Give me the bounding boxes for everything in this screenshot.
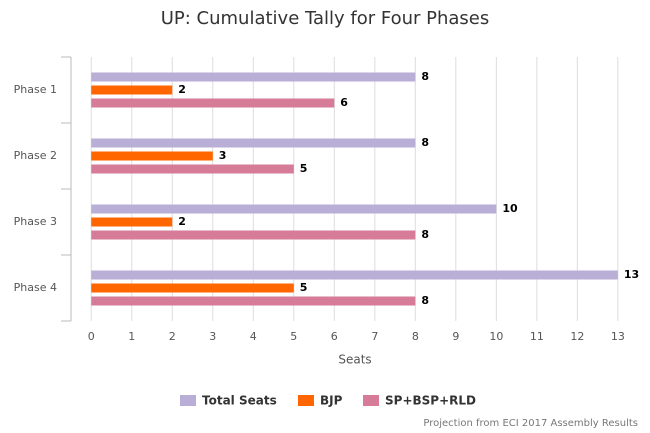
x-tick-label: 3 xyxy=(209,330,216,343)
data-label: 8 xyxy=(421,228,429,241)
bar xyxy=(91,217,173,227)
credit: Projection from ECI 2017 Assembly Result… xyxy=(423,418,638,429)
data-label: 2 xyxy=(178,83,186,96)
data-label: 5 xyxy=(300,162,308,175)
bar xyxy=(91,138,416,148)
x-tick-label: 7 xyxy=(371,330,378,343)
bar xyxy=(91,72,416,82)
x-tick-label: 2 xyxy=(169,330,176,343)
legend-label: Total Seats xyxy=(202,394,277,408)
data-label: 8 xyxy=(421,70,429,83)
chart-title: UP: Cumulative Tally for Four Phases xyxy=(161,8,490,29)
data-label: 8 xyxy=(421,136,429,149)
x-tick-label: 0 xyxy=(88,330,95,343)
bar xyxy=(91,164,294,174)
x-axis-title: Seats xyxy=(338,353,371,367)
data-label: 8 xyxy=(421,294,429,307)
x-tick-label: 12 xyxy=(570,330,584,343)
data-label: 3 xyxy=(219,149,227,162)
x-tick-label: 5 xyxy=(290,330,297,343)
x-tick-label: 9 xyxy=(452,330,459,343)
bar xyxy=(91,230,416,240)
y-tick-label: Phase 3 xyxy=(14,215,57,228)
data-label: 5 xyxy=(300,281,308,294)
x-tick-label: 6 xyxy=(331,330,338,343)
y-tick-label: Phase 1 xyxy=(14,83,57,96)
bar xyxy=(91,204,497,214)
data-label: 6 xyxy=(340,96,348,109)
x-tick-label: 4 xyxy=(250,330,257,343)
data-label: 2 xyxy=(178,215,186,228)
legend-label: BJP xyxy=(320,394,343,408)
legend-label: SP+BSP+RLD xyxy=(385,394,476,408)
x-tick-label: 10 xyxy=(489,330,503,343)
data-label: 10 xyxy=(502,202,518,215)
bar xyxy=(91,98,335,108)
x-tick-label: 1 xyxy=(128,330,135,343)
x-tick-label: 8 xyxy=(412,330,419,343)
bar xyxy=(91,270,618,280)
legend-swatch xyxy=(298,395,314,406)
legend-swatch xyxy=(180,395,196,406)
bar xyxy=(91,151,213,161)
bar xyxy=(91,85,173,95)
bar xyxy=(91,283,294,293)
bar xyxy=(91,296,416,306)
data-label: 13 xyxy=(624,268,639,281)
x-tick-label: 11 xyxy=(530,330,544,343)
y-tick-label: Phase 2 xyxy=(14,149,57,162)
y-tick-label: Phase 4 xyxy=(14,281,57,294)
legend-swatch xyxy=(363,395,379,406)
x-tick-label: 13 xyxy=(611,330,625,343)
